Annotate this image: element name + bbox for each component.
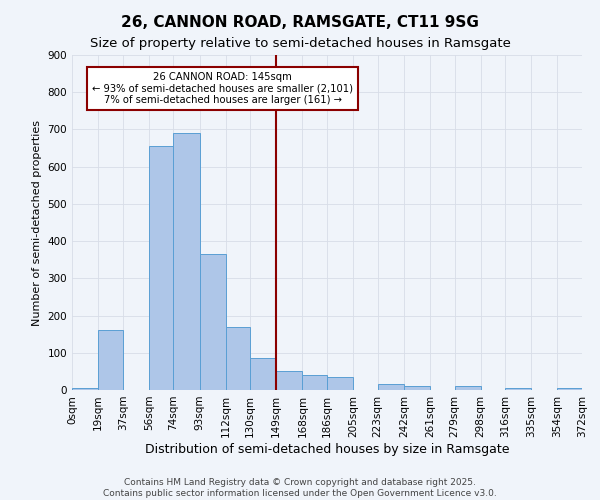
Text: Size of property relative to semi-detached houses in Ramsgate: Size of property relative to semi-detach… <box>89 38 511 51</box>
Bar <box>250 358 276 390</box>
Bar <box>378 384 404 390</box>
Bar <box>173 133 200 390</box>
X-axis label: Distribution of semi-detached houses by size in Ramsgate: Distribution of semi-detached houses by … <box>145 442 509 456</box>
Text: 26, CANNON ROAD, RAMSGATE, CT11 9SG: 26, CANNON ROAD, RAMSGATE, CT11 9SG <box>121 15 479 30</box>
Bar <box>72 388 98 390</box>
Text: 26 CANNON ROAD: 145sqm
← 93% of semi-detached houses are smaller (2,101)
7% of s: 26 CANNON ROAD: 145sqm ← 93% of semi-det… <box>92 72 353 105</box>
Bar <box>149 146 173 390</box>
Bar <box>199 254 226 390</box>
Bar <box>404 386 430 390</box>
Bar <box>226 326 250 390</box>
Y-axis label: Number of semi-detached properties: Number of semi-detached properties <box>32 120 42 326</box>
Bar <box>327 377 353 390</box>
Bar <box>455 386 481 390</box>
Bar <box>557 388 582 390</box>
Bar <box>505 388 531 390</box>
Bar <box>276 372 302 390</box>
Bar <box>302 375 327 390</box>
Bar <box>98 330 123 390</box>
Text: Contains HM Land Registry data © Crown copyright and database right 2025.
Contai: Contains HM Land Registry data © Crown c… <box>103 478 497 498</box>
